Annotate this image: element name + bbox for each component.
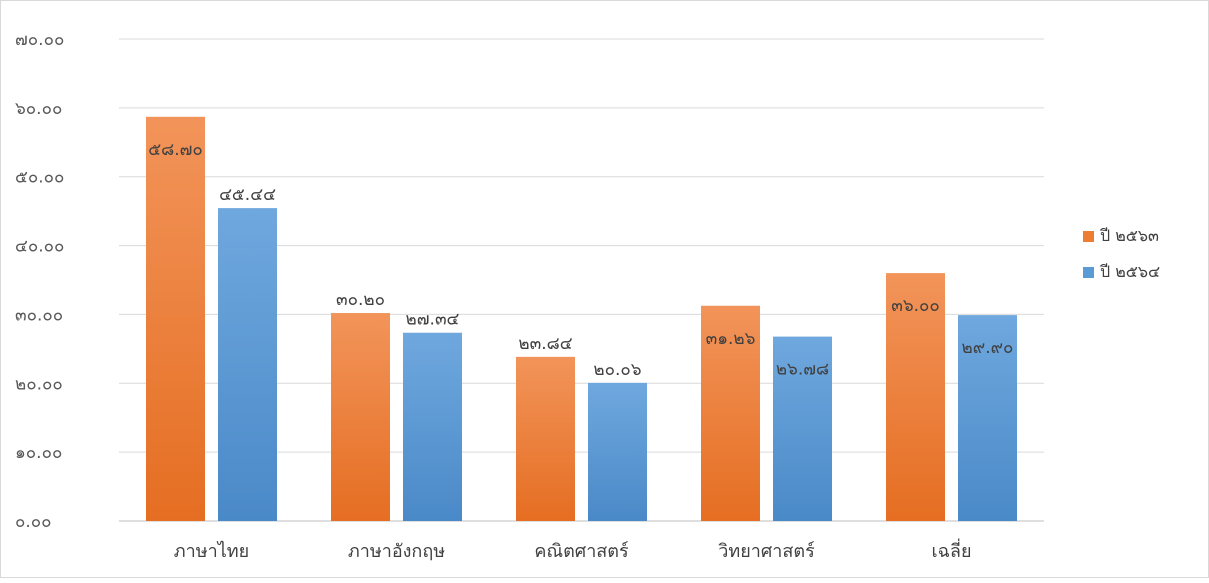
data-label: ๒๐.๐๖ [593, 360, 641, 380]
data-label: ๒๓.๘๔ [518, 334, 572, 354]
legend-swatch [1083, 231, 1094, 242]
x-tick-label: เฉลี่ย [932, 538, 972, 562]
bar-series1 [701, 305, 760, 521]
y-tick-label: ๐.๐๐ [15, 512, 52, 532]
data-label: ๒๖.๗๘ [776, 360, 829, 380]
y-tick-label: ๒๐.๐๐ [15, 374, 63, 394]
y-axis: ๐.๐๐ ๑๐.๐๐ ๒๐.๐๐ ๓๐.๐๐ ๔๐.๐๐ ๕๐.๐๐ ๖๐.๐๐ ๗๐.๐๐ [15, 30, 64, 532]
y-tick-label: ๔๐.๐๐ [15, 237, 64, 257]
bar-series1 [146, 116, 205, 522]
y-tick-label: ๓๐.๐๐ [15, 305, 63, 325]
legend-swatch [1083, 267, 1094, 278]
x-axis: ภาษาไทย ภาษาอังกฤษ คณิตศาสตร์ วิทยาศาสตร์ เฉ… [174, 538, 972, 562]
bar-series1 [886, 273, 945, 521]
data-label: ๔๕.๔๔ [219, 185, 276, 205]
y-tick-label: ๑๐.๐๐ [15, 443, 62, 463]
bar-series2 [403, 332, 462, 521]
x-tick-label: คณิตศาสตร์ [534, 541, 629, 562]
bar-series2 [773, 336, 832, 521]
data-label: ๓๖.๐๐ [891, 296, 940, 316]
bar-series2 [218, 208, 277, 521]
bar-series1 [331, 313, 390, 521]
bar-series2 [958, 315, 1017, 521]
data-label: ๒๙.๙๐ [962, 338, 1014, 358]
y-tick-label: ๖๐.๐๐ [15, 99, 62, 119]
legend-entry: ปี ๒๕๖๓ [1100, 226, 1159, 245]
y-tick-label: ๗๐.๐๐ [15, 30, 64, 50]
x-tick-label: วิทยาศาสตร์ [718, 541, 815, 562]
bar-series2 [588, 382, 647, 521]
data-label: ๓๑.๒๖ [706, 329, 756, 349]
legend-entry: ปี ๒๕๖๔ [1100, 262, 1161, 281]
bars [146, 116, 1017, 522]
data-label: ๕๘.๗๐ [148, 140, 203, 160]
bar-series1 [516, 356, 575, 521]
x-tick-label: ภาษาอังกฤษ [348, 541, 445, 562]
x-tick-label: ภาษาไทย [174, 540, 249, 562]
data-label: ๓๐.๒๐ [336, 290, 385, 310]
data-label: ๒๗.๓๔ [406, 310, 460, 330]
y-tick-label: ๕๐.๐๐ [15, 168, 64, 188]
